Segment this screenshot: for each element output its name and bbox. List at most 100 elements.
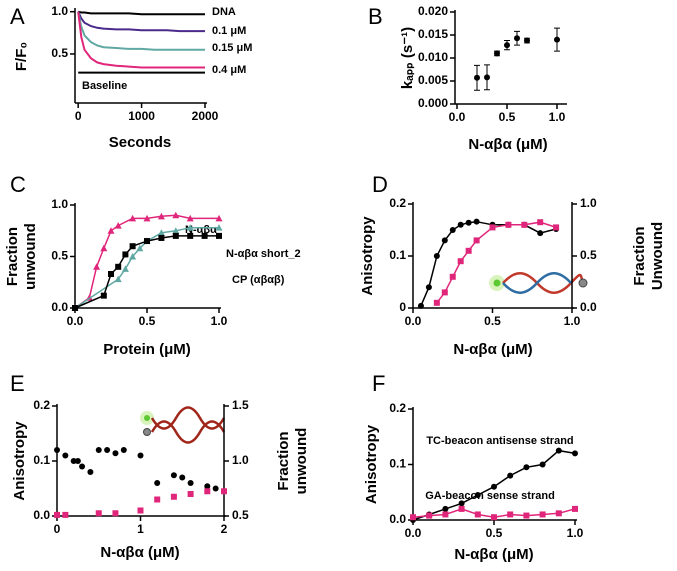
marker [465,219,472,226]
marker [491,483,497,490]
marker [70,458,77,464]
y-tick-label: 0 [399,300,406,314]
x-tick-label: 1.0 [564,314,581,328]
x-tick-label: 2000 [192,109,219,123]
y-tick-label: 0.5 [51,46,68,60]
marker [572,505,578,512]
y-axis-label: Anisotropy [363,424,380,504]
marker [144,238,150,245]
y-tick-label: 0.005 [418,73,448,87]
marker [186,224,194,231]
y-tick-label: 0.5 [51,249,68,263]
marker [143,214,151,222]
y-tick-label: 0.010 [418,50,448,64]
marker [553,224,560,231]
y-tick-label: 0.0 [51,300,68,314]
series-label: 0.1 μM [212,25,246,37]
y2-tick-label: 0.0 [580,300,597,314]
y-tick-label: 0.020 [418,4,448,18]
series-line [74,235,219,309]
marker [129,243,136,250]
x-axis-label: Protein (μM) [103,341,191,358]
x-tick-label: 1.0 [211,314,228,328]
marker [221,488,227,495]
y2-axis-label: unwound [293,428,310,495]
y-axis-label: Anisotropy [359,216,376,296]
marker [433,299,440,306]
series-line [74,226,219,309]
marker [489,224,496,231]
y-tick-label: 0.1 [389,248,406,262]
marker [154,480,161,486]
y-tick-label: 0.0 [389,512,406,526]
marker [54,511,60,518]
x-tick-label: 0.0 [67,314,84,328]
marker [112,510,119,517]
marker [457,221,464,228]
series-line [77,11,205,69]
y2-axis-label: Unwound [649,222,666,290]
panel-label: A [10,4,25,29]
x-tick-label: 1 [137,522,144,536]
marker [154,496,161,503]
panel: D00.10.20.00.51.00.0 0.5 1.0N-αβα (μM)Anis… [359,172,666,358]
marker [204,488,211,495]
marker [215,224,223,231]
marker [441,237,448,244]
marker [555,447,562,454]
marker [442,505,449,512]
marker [170,472,177,479]
marker [62,511,69,518]
y2-tick-label: 0.5 [580,248,597,262]
x-tick-label: 1.0 [567,526,584,540]
y-tick-label: 0.1 [389,457,406,471]
x-tick-label: 0 [54,522,61,536]
marker [442,511,449,518]
y-tick-label: 0.2 [389,196,406,210]
marker [186,214,194,222]
series-label: Baseline [82,80,127,92]
marker [108,271,114,278]
series-label: TC-beacon antisense strand [426,435,573,447]
marker [523,512,530,519]
marker [537,219,544,226]
dna-icon-d [489,272,588,294]
marker [539,461,546,468]
marker [449,273,456,280]
y-tick-label: 0.2 [33,398,50,412]
y2-tick-label: 1.0 [232,453,249,467]
series-line [77,11,205,51]
marker [426,512,433,519]
marker [100,292,107,299]
marker [539,511,546,518]
marker [507,472,514,479]
marker [504,42,510,49]
marker [521,221,528,228]
marker [494,50,500,57]
y-tick-label: 1.0 [51,4,68,18]
x-tick-label: 2 [221,522,228,536]
x-axis-label: N-αβα (μM) [454,546,533,563]
marker [507,511,514,518]
x-tick-label: 1000 [128,109,155,123]
marker [72,305,78,311]
x-axis-label: Seconds [109,134,172,151]
y-tick-label: 0.0 [33,508,50,522]
panel-label: E [10,371,25,396]
marker [115,263,122,270]
x-tick-label: 0.0 [449,110,466,124]
marker [54,447,60,453]
series-line [77,11,205,33]
y-axis-label: Fraction [4,227,21,286]
marker [79,463,86,470]
marker [137,507,144,514]
marker [458,505,465,512]
panel-label: D [372,172,388,197]
y2-tick-label: 0.5 [232,508,249,522]
y2-tick-label: 1.5 [232,398,249,412]
marker [187,480,194,486]
marker [555,510,562,517]
marker [417,302,424,309]
marker [104,447,111,453]
